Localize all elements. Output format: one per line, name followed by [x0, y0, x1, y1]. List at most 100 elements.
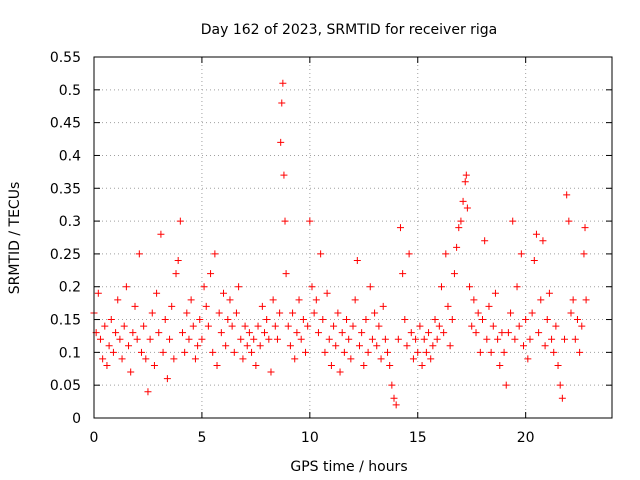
y-axis-label: SRMTID / TECUs — [7, 182, 23, 295]
data-point — [293, 329, 301, 337]
data-point — [513, 283, 521, 291]
data-point — [215, 309, 223, 317]
data-point — [364, 348, 372, 356]
y-tick-label: 0.1 — [59, 345, 81, 361]
data-point — [450, 270, 458, 278]
data-point — [230, 348, 238, 356]
data-point — [109, 348, 117, 356]
data-point — [289, 309, 297, 317]
data-point — [351, 296, 359, 304]
data-point — [127, 368, 135, 376]
data-point — [209, 348, 217, 356]
data-point — [386, 361, 394, 369]
data-point — [142, 355, 150, 363]
data-point — [207, 270, 215, 278]
data-point — [168, 302, 176, 310]
data-point — [202, 302, 210, 310]
data-point — [358, 329, 366, 337]
data-point — [153, 289, 161, 297]
data-point — [245, 329, 253, 337]
data-point — [576, 348, 584, 356]
data-point — [125, 342, 133, 350]
data-point — [174, 256, 182, 264]
data-point — [281, 217, 289, 225]
data-point — [220, 289, 227, 297]
data-point — [273, 335, 281, 343]
data-point — [532, 230, 540, 238]
data-point — [120, 322, 128, 330]
data-point — [481, 237, 489, 245]
y-tick-label: 0.2 — [59, 280, 81, 296]
data-point — [407, 329, 415, 337]
data-point — [504, 329, 512, 337]
data-point — [515, 322, 523, 330]
data-point — [271, 322, 279, 330]
data-point — [347, 355, 355, 363]
data-point — [340, 348, 348, 356]
data-point — [394, 335, 402, 343]
data-point — [112, 329, 120, 337]
data-point — [511, 335, 519, 343]
data-point — [461, 178, 469, 186]
data-point — [118, 355, 126, 363]
data-point — [403, 342, 411, 350]
data-point — [392, 401, 400, 409]
data-point — [491, 289, 499, 297]
data-point — [360, 361, 368, 369]
data-point — [474, 309, 482, 317]
data-point — [137, 348, 145, 356]
data-point — [427, 355, 435, 363]
data-point — [353, 256, 361, 264]
data-point — [232, 309, 240, 317]
data-point — [401, 316, 409, 324]
data-point — [483, 335, 491, 343]
x-tick-label: 10 — [301, 430, 319, 446]
x-tick-label: 20 — [517, 430, 535, 446]
data-point — [431, 316, 439, 324]
data-point — [578, 322, 586, 330]
data-point — [114, 296, 122, 304]
y-tick-labels: 0 0.05 0.1 0.15 0.2 0.25 0.3 0.35 0.4 0.45 0.5 0.55 — [50, 50, 81, 427]
data-point — [278, 99, 286, 107]
data-point — [336, 368, 344, 376]
data-point — [248, 348, 256, 356]
data-point — [321, 348, 329, 356]
data-point — [455, 224, 463, 232]
data-point — [159, 348, 167, 356]
data-point — [479, 316, 486, 324]
data-point — [263, 316, 271, 324]
data-point — [545, 289, 553, 297]
data-point — [105, 342, 113, 350]
data-point — [150, 361, 158, 369]
data-point — [437, 283, 445, 291]
data-point — [267, 368, 275, 376]
data-point — [368, 335, 376, 343]
data-point — [373, 342, 381, 350]
data-point — [338, 329, 346, 337]
data-point — [399, 270, 407, 278]
data-point — [375, 322, 383, 330]
x-tick-label: 5 — [197, 430, 206, 446]
data-point — [362, 316, 370, 324]
data-point — [453, 243, 461, 251]
data-point — [170, 355, 178, 363]
data-point — [148, 309, 156, 317]
data-point — [343, 316, 351, 324]
data-point — [243, 342, 251, 350]
data-point — [552, 322, 560, 330]
data-point — [345, 335, 353, 343]
data-point — [280, 171, 288, 179]
data-point — [541, 342, 549, 350]
data-point — [256, 342, 264, 350]
data-point — [457, 217, 465, 225]
data-point — [129, 329, 137, 337]
plot-frame — [93, 56, 613, 419]
data-point — [314, 329, 322, 337]
data-point — [396, 224, 404, 232]
data-point — [405, 250, 413, 258]
data-point — [107, 316, 115, 324]
y-tick-label: 0.45 — [50, 116, 81, 132]
chart-title: Day 162 of 2023, SRMTID for receiver rig… — [201, 22, 498, 38]
data-point — [535, 329, 543, 337]
data-point — [446, 342, 454, 350]
